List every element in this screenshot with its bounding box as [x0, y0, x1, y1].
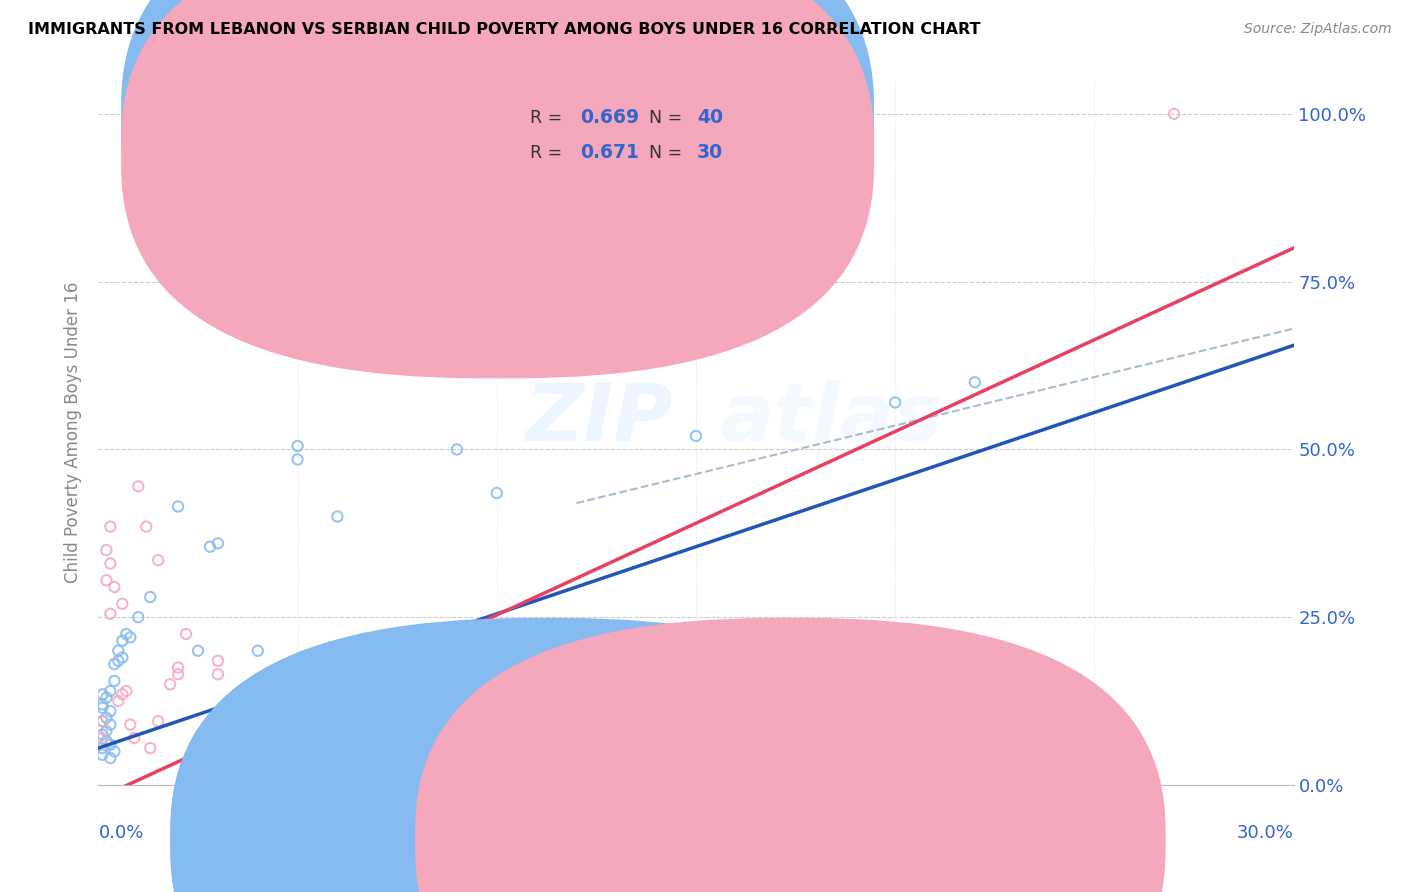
Point: [96, 690, 118, 705]
FancyBboxPatch shape: [415, 618, 1166, 892]
Point: [1004, 647, 1026, 661]
Point: [96, 574, 118, 588]
Point: [91, 687, 114, 701]
Point: [159, 677, 181, 691]
FancyBboxPatch shape: [121, 0, 875, 378]
Point: [103, 580, 125, 594]
Text: 0.669: 0.669: [581, 108, 640, 128]
Point: [167, 500, 190, 514]
Point: [884, 395, 907, 409]
Point: [91, 747, 114, 762]
Point: [96, 734, 118, 748]
Text: 30.0%: 30.0%: [1237, 823, 1294, 842]
Point: [326, 509, 349, 524]
Text: R =: R =: [530, 144, 568, 161]
Point: [98, 557, 122, 571]
Text: 0.671: 0.671: [581, 144, 638, 162]
Point: [1163, 107, 1185, 121]
Text: N =: N =: [650, 109, 688, 127]
Point: [148, 553, 170, 567]
Point: [167, 667, 190, 681]
Point: [187, 644, 209, 658]
Point: [963, 376, 986, 390]
Point: [107, 644, 129, 658]
FancyBboxPatch shape: [170, 618, 921, 892]
Point: [174, 627, 197, 641]
Point: [91, 714, 114, 729]
Text: Source: ZipAtlas.com: Source: ZipAtlas.com: [1244, 22, 1392, 37]
Point: [326, 654, 349, 668]
Point: [685, 654, 707, 668]
Point: [127, 610, 149, 624]
Point: [446, 442, 468, 457]
Text: ZIP: ZIP: [524, 379, 672, 458]
FancyBboxPatch shape: [457, 87, 786, 183]
Point: [124, 731, 146, 745]
Point: [96, 711, 118, 725]
Point: [98, 704, 122, 718]
Point: [107, 694, 129, 708]
Point: [103, 657, 125, 672]
Text: Immigrants from Lebanon: Immigrants from Lebanon: [572, 831, 787, 849]
Text: R =: R =: [530, 109, 568, 127]
Point: [91, 741, 114, 756]
Point: [111, 597, 134, 611]
Point: [91, 700, 114, 714]
Point: [111, 633, 134, 648]
Point: [115, 627, 138, 641]
Point: [127, 479, 149, 493]
Point: [98, 607, 122, 621]
Point: [287, 452, 309, 467]
Point: [96, 543, 118, 558]
Point: [115, 684, 138, 698]
Point: [207, 667, 229, 681]
Point: [207, 654, 229, 668]
Text: 40: 40: [697, 108, 723, 128]
Point: [91, 728, 114, 742]
Point: [167, 660, 190, 674]
Point: [198, 540, 221, 554]
Point: [120, 717, 142, 731]
Point: [111, 687, 134, 701]
Y-axis label: Child Poverty Among Boys Under 16: Child Poverty Among Boys Under 16: [65, 282, 83, 583]
Point: [91, 714, 114, 729]
Point: [135, 519, 157, 533]
Text: 30: 30: [697, 144, 723, 162]
Point: [287, 439, 309, 453]
Point: [98, 519, 122, 533]
FancyBboxPatch shape: [121, 0, 875, 343]
Text: Serbians: Serbians: [817, 831, 889, 849]
Point: [98, 684, 122, 698]
Point: [107, 654, 129, 668]
Point: [98, 751, 122, 765]
Point: [111, 650, 134, 665]
Text: 0.0%: 0.0%: [98, 823, 143, 842]
Point: [139, 590, 162, 604]
Point: [98, 738, 122, 752]
Point: [103, 673, 125, 688]
Point: [485, 486, 508, 500]
Point: [148, 714, 170, 729]
Point: [103, 744, 125, 758]
Point: [685, 429, 707, 443]
Text: N =: N =: [650, 144, 688, 161]
Point: [207, 536, 229, 550]
Point: [406, 647, 429, 661]
Text: atlas: atlas: [720, 379, 942, 458]
Text: IMMIGRANTS FROM LEBANON VS SERBIAN CHILD POVERTY AMONG BOYS UNDER 16 CORRELATION: IMMIGRANTS FROM LEBANON VS SERBIAN CHILD…: [28, 22, 980, 37]
Point: [139, 741, 162, 756]
Point: [96, 724, 118, 739]
Point: [246, 644, 269, 658]
Point: [91, 698, 114, 712]
Point: [98, 717, 122, 731]
Point: [120, 630, 142, 644]
Point: [91, 731, 114, 745]
